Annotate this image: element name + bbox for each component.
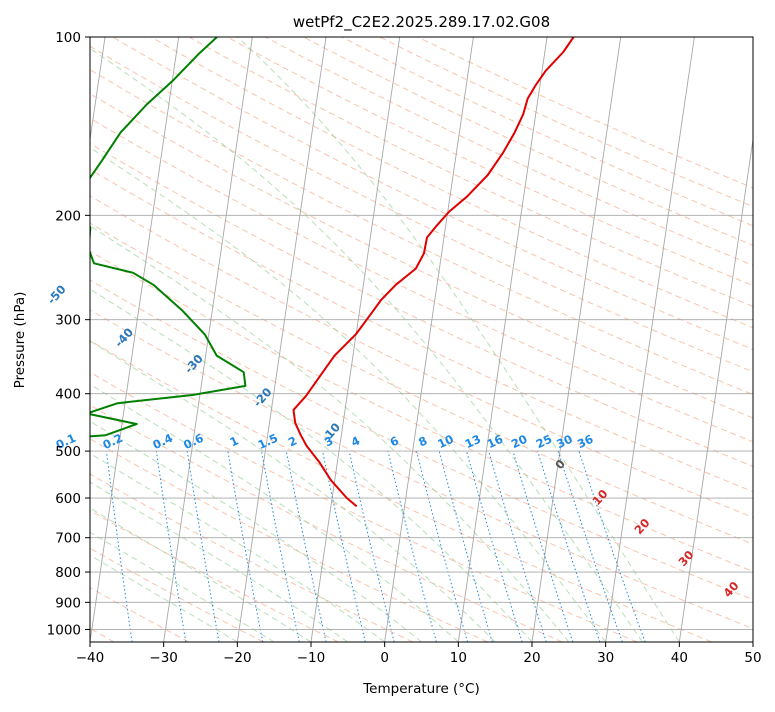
x-tick-label: 10: [450, 650, 467, 666]
y-tick-label: 300: [55, 313, 81, 329]
y-tick-label: 400: [55, 387, 81, 403]
x-tick-label: 30: [597, 650, 614, 666]
y-tick-label: 900: [55, 595, 81, 611]
y-tick-label: 100: [55, 30, 81, 46]
x-tick-label: −20: [223, 650, 252, 666]
x-axis-label: Temperature (°C): [362, 681, 480, 697]
y-tick-label: 800: [55, 565, 81, 581]
x-tick-label: 50: [744, 650, 761, 666]
y-tick-label: 700: [55, 531, 81, 547]
x-tick-label: 40: [671, 650, 688, 666]
chart-title: wetPf2_C2E2.2025.289.17.02.G08: [293, 13, 550, 32]
y-tick-label: 200: [55, 208, 81, 224]
y-tick-label: 600: [55, 491, 81, 507]
y-tick-label: 1000: [47, 622, 81, 638]
x-tick-label: −10: [297, 650, 326, 666]
x-tick-label: 0: [380, 650, 389, 666]
y-tick-label: 500: [55, 444, 81, 460]
x-tick-label: 20: [523, 650, 540, 666]
x-tick-label: −40: [76, 650, 105, 666]
x-tick-label: −30: [149, 650, 178, 666]
y-axis-label: Pressure (hPa): [12, 292, 28, 389]
